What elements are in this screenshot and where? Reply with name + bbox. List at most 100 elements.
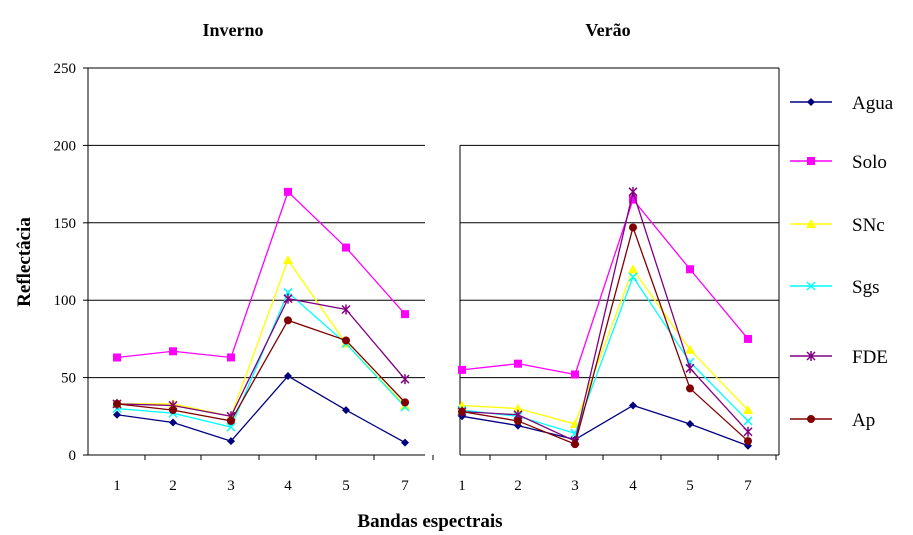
point-solo-1	[113, 353, 121, 362]
point-ap-1	[113, 399, 121, 408]
point-agua-5	[342, 406, 350, 415]
x-tick-label-7: 7	[401, 478, 409, 494]
series-ap	[458, 223, 752, 449]
point-agua-1	[113, 410, 121, 419]
x-tick-label-2: 2	[169, 478, 177, 494]
point-fde-7	[743, 426, 753, 437]
y-tick-label-0: 0	[69, 448, 77, 464]
legend-marker-agua	[807, 98, 815, 106]
point-agua-4	[629, 401, 637, 410]
point-agua-3	[227, 437, 235, 446]
x-tick-label-3: 3	[571, 478, 579, 494]
point-agua-2	[169, 418, 177, 427]
series-solo	[113, 187, 409, 362]
point-agua-5	[686, 420, 694, 429]
y-axis-title: Reflectâcia	[14, 217, 35, 307]
x-tick-label-5: 5	[342, 478, 350, 494]
point-agua-7	[401, 438, 409, 447]
point-solo-7	[744, 334, 752, 343]
series-line-solo	[116, 190, 406, 359]
series-line-agua	[461, 404, 749, 447]
plot-layer: 0 50 100 150 200 250 1 2 3 4 5 7 1 2 3 4 5 7	[54, 61, 780, 494]
point-ap-7	[744, 437, 752, 446]
series-line-ap	[461, 225, 749, 446]
point-solo-5	[686, 265, 694, 274]
legend-marker-snc	[806, 219, 816, 228]
legend-item-fde: FDE	[790, 347, 888, 368]
point-fde-4	[628, 186, 638, 197]
legend-label-sgs: Sgs	[852, 277, 879, 298]
series-line-fde	[116, 297, 406, 418]
panel-title-inverno: Inverno	[202, 20, 263, 40]
y-tick-label-150: 150	[54, 216, 77, 232]
point-solo-3	[571, 370, 579, 379]
point-solo-4	[284, 187, 292, 196]
series-line-solo	[461, 198, 749, 376]
legend-label-snc: SNc	[852, 215, 885, 236]
x-tick-label-1: 1	[113, 478, 121, 494]
panel-title-verao: Verão	[585, 20, 630, 40]
point-ap-3	[227, 416, 235, 425]
point-fde-5	[685, 363, 695, 374]
point-solo-2	[514, 359, 522, 368]
point-snc-7	[743, 405, 753, 415]
x-tick-label-4: 4	[284, 478, 292, 494]
point-sgs-3-b	[226, 422, 236, 432]
legend-item-solo: Solo	[790, 152, 887, 173]
point-snc-4	[283, 254, 293, 264]
point-solo-7	[401, 310, 409, 319]
point-solo-3	[227, 353, 235, 362]
legend-marker-sgs-b	[806, 281, 816, 291]
point-ap-7	[401, 398, 409, 407]
point-ap-1	[458, 407, 466, 416]
point-sgs-4-b	[628, 272, 638, 282]
y-tick-label-50: 50	[61, 371, 76, 387]
point-ap-5	[342, 336, 350, 345]
series-snc	[112, 254, 410, 421]
x-tick-label-3: 3	[227, 478, 235, 494]
series-ap	[113, 316, 409, 425]
legend-item-ap: Ap	[790, 410, 875, 431]
legend-item-snc: SNc	[790, 215, 885, 236]
point-fde-4	[283, 293, 293, 304]
legend: Agua Solo SNc Sgs FDE Ap	[790, 93, 894, 431]
legend-marker-fde	[806, 351, 816, 361]
panel-ver-o: 1 2 3 4 5 7	[457, 67, 779, 494]
series-line-ap	[116, 319, 406, 422]
x-tick-label-2: 2	[514, 478, 522, 494]
point-agua-4	[284, 372, 292, 381]
x-tick-label-1: 1	[458, 478, 466, 494]
point-sgs-4	[628, 272, 638, 282]
point-snc-2	[513, 403, 523, 413]
point-fde-7	[400, 374, 410, 385]
point-solo-4	[629, 195, 637, 204]
x-tick-label-7: 7	[744, 478, 752, 494]
y-tick-label-200: 200	[54, 138, 77, 154]
series-line-sgs	[461, 275, 749, 435]
point-solo-5	[342, 243, 350, 252]
legend-marker-sgs	[806, 281, 816, 291]
legend-item-agua: Agua	[790, 93, 894, 114]
series-line-sgs	[116, 291, 406, 428]
point-ap-2	[514, 416, 522, 425]
point-ap-4	[629, 223, 637, 232]
legend-label-solo: Solo	[852, 152, 887, 173]
point-solo-1	[458, 365, 466, 374]
x-tick-label-4: 4	[629, 478, 637, 494]
legend-marker-ap	[807, 415, 815, 423]
series-line-snc	[461, 267, 749, 425]
series-agua	[458, 401, 752, 450]
series-line-snc	[117, 258, 406, 418]
point-ap-2	[169, 406, 177, 415]
point-snc-5	[685, 344, 695, 354]
point-ap-4	[284, 316, 292, 325]
legend-marker-solo	[807, 157, 815, 165]
point-ap-3	[571, 440, 579, 449]
panel-inverno: 1 2 3 4 5 7	[88, 67, 434, 494]
point-sgs-7	[743, 416, 753, 426]
point-fde-5	[341, 304, 351, 315]
legend-item-sgs: Sgs	[790, 277, 879, 298]
point-solo-2	[169, 347, 177, 356]
point-sgs-7-b	[743, 416, 753, 426]
